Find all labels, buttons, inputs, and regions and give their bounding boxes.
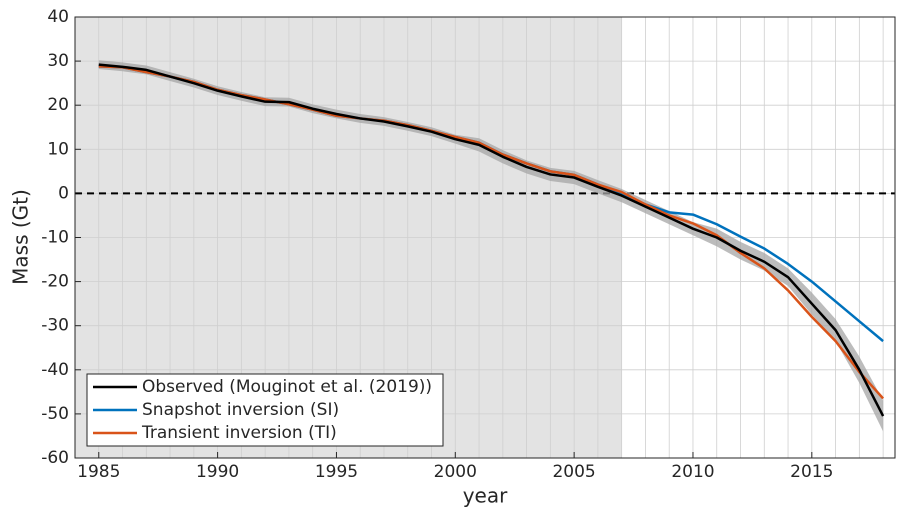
plot-frame	[74, 16, 896, 459]
y-tick-label: 10	[47, 139, 69, 159]
y-tick-label: -10	[41, 228, 69, 248]
x-tick-label: 2010	[671, 462, 714, 482]
y-tick-label: -30	[41, 316, 69, 336]
y-tick-label: 20	[47, 95, 69, 115]
y-tick-label: 0	[58, 183, 69, 203]
y-tick-label: -20	[41, 272, 69, 292]
x-tick-label: 1985	[77, 462, 120, 482]
x-tick-label: 2000	[434, 462, 477, 482]
legend-box	[86, 373, 444, 447]
x-axis-label: year	[463, 484, 508, 508]
y-tick-label: 40	[47, 7, 69, 27]
x-tick-label: 1995	[315, 462, 358, 482]
y-tick-label: 30	[47, 51, 69, 71]
series-line	[98, 63, 885, 417]
y-tick-label: -60	[41, 448, 69, 468]
legend-label: Snapshot inversion (SI)	[142, 400, 339, 420]
y-tick-label: -50	[41, 404, 69, 424]
x-tick-label: 2015	[790, 462, 833, 482]
uncertainty-band	[98, 60, 884, 432]
legend-label: Observed (Mouginot et al. (2019))	[142, 377, 432, 397]
x-tick-label: 2005	[552, 462, 595, 482]
y-tick-label: -40	[41, 360, 69, 380]
x-tick-label: 1990	[196, 462, 239, 482]
legend-label: Transient inversion (TI)	[141, 423, 337, 443]
y-axis-label: Mass (Gt)	[9, 189, 33, 285]
